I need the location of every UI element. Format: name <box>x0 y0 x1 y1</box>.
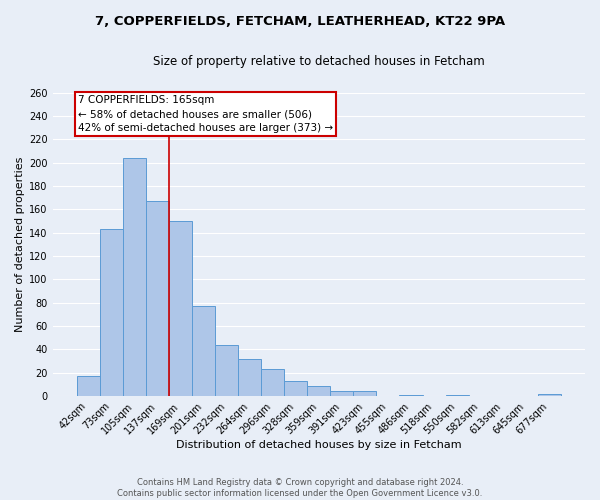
Bar <box>146 202 169 396</box>
Bar <box>123 158 146 396</box>
Bar <box>284 381 307 396</box>
Bar <box>238 358 261 396</box>
Bar <box>192 306 215 396</box>
Bar <box>353 392 376 396</box>
Bar <box>261 369 284 396</box>
Text: 7, COPPERFIELDS, FETCHAM, LEATHERHEAD, KT22 9PA: 7, COPPERFIELDS, FETCHAM, LEATHERHEAD, K… <box>95 15 505 28</box>
Bar <box>215 344 238 396</box>
Bar <box>331 392 353 396</box>
Bar <box>77 376 100 396</box>
Title: Size of property relative to detached houses in Fetcham: Size of property relative to detached ho… <box>153 55 485 68</box>
Y-axis label: Number of detached properties: Number of detached properties <box>15 156 25 332</box>
Text: Contains HM Land Registry data © Crown copyright and database right 2024.
Contai: Contains HM Land Registry data © Crown c… <box>118 478 482 498</box>
Bar <box>100 230 123 396</box>
Bar <box>446 395 469 396</box>
Bar <box>400 395 422 396</box>
Text: 7 COPPERFIELDS: 165sqm
← 58% of detached houses are smaller (506)
42% of semi-de: 7 COPPERFIELDS: 165sqm ← 58% of detached… <box>78 95 333 133</box>
Bar <box>169 221 192 396</box>
Bar <box>538 394 561 396</box>
X-axis label: Distribution of detached houses by size in Fetcham: Distribution of detached houses by size … <box>176 440 461 450</box>
Bar <box>307 386 331 396</box>
